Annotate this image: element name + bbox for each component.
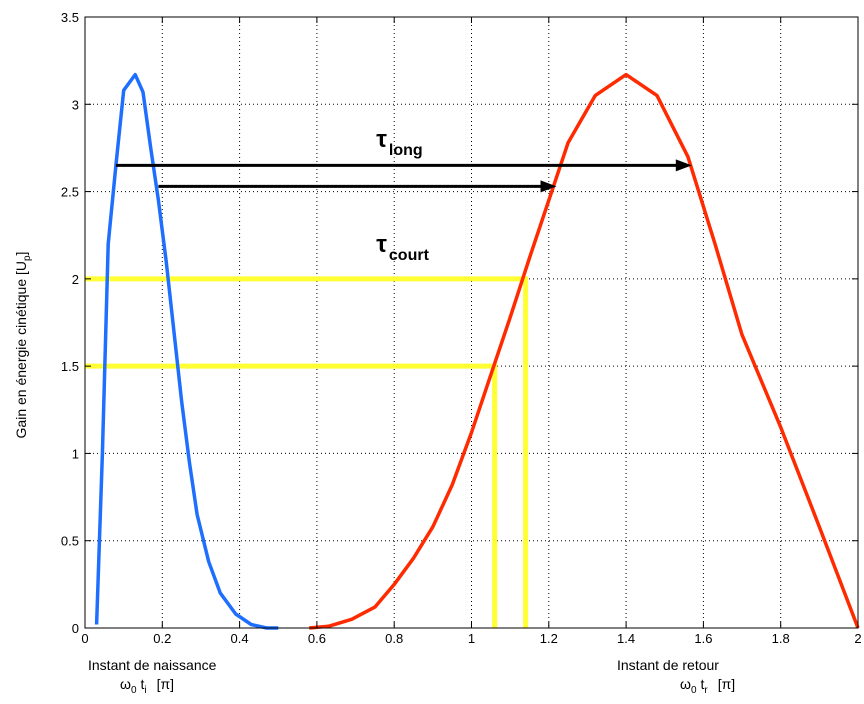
y-tick-label: 0.5 [61,534,79,549]
axes-box [84,16,859,629]
x-label-left-line1: Instant de naissance [88,657,217,673]
y-tick-label: 2 [72,272,79,287]
y-tick-label: 3 [72,97,79,112]
x-label-left-line2: ω0 ti [π] [120,676,174,696]
x-label-right-line1: Instant de retour [617,657,719,673]
series-lines [94,72,860,630]
y-tick-label: 0 [72,621,79,636]
y-axis-label: Gain en énergie cinétique [Up] [13,252,33,439]
tau-symbol: τ [376,126,387,153]
y-tick-label: 2.5 [61,185,79,200]
guide-line-0 [85,276,529,628]
plot-background [85,17,858,628]
x-tick-label: 0.2 [153,631,171,646]
tick-labels: 0 0.2 0.4 0.6 0.8 1 1.2 1.4 1.6 1.8 2 0 0.5 1 1.5 2 2.5 3… [61,10,862,646]
x-tick-label: 0 [81,631,88,646]
arrow-head-long [675,159,692,172]
y-tick-label: 3.5 [61,10,79,25]
x-tick-label: 0.6 [308,631,326,646]
x-tick-label: 1.4 [617,631,635,646]
arrow-label-long: τ long [376,126,422,159]
x-axis-label-right: Instant de retour ω0 tr [π] [617,657,735,696]
y-tick-label: 1 [72,446,79,461]
x-tick-label: 1.6 [694,631,712,646]
arrow-label-court: τ court [376,231,429,264]
x-tick-label: 0.8 [385,631,403,646]
tau-subscript: court [389,247,430,264]
x-axis-label-left: Instant de naissance ω0 ti [π] [88,657,217,696]
x-tick-label: 0.4 [231,631,249,646]
tau-subscript: long [389,142,423,159]
plot-area [85,17,858,628]
series-line-1 [309,72,860,630]
y-tick-label: 1.5 [61,359,79,374]
axes-frame [84,16,859,629]
x-tick-label: 1.2 [540,631,558,646]
series-line-0 [94,72,279,630]
arrow-head-court [540,180,557,193]
x-tick-label: 1 [468,631,475,646]
x-tick-label: 2 [854,631,861,646]
x-tick-label: 1.8 [772,631,790,646]
x-label-right-line2: ω0 tr [π] [680,676,735,696]
tau-symbol: τ [376,231,387,258]
